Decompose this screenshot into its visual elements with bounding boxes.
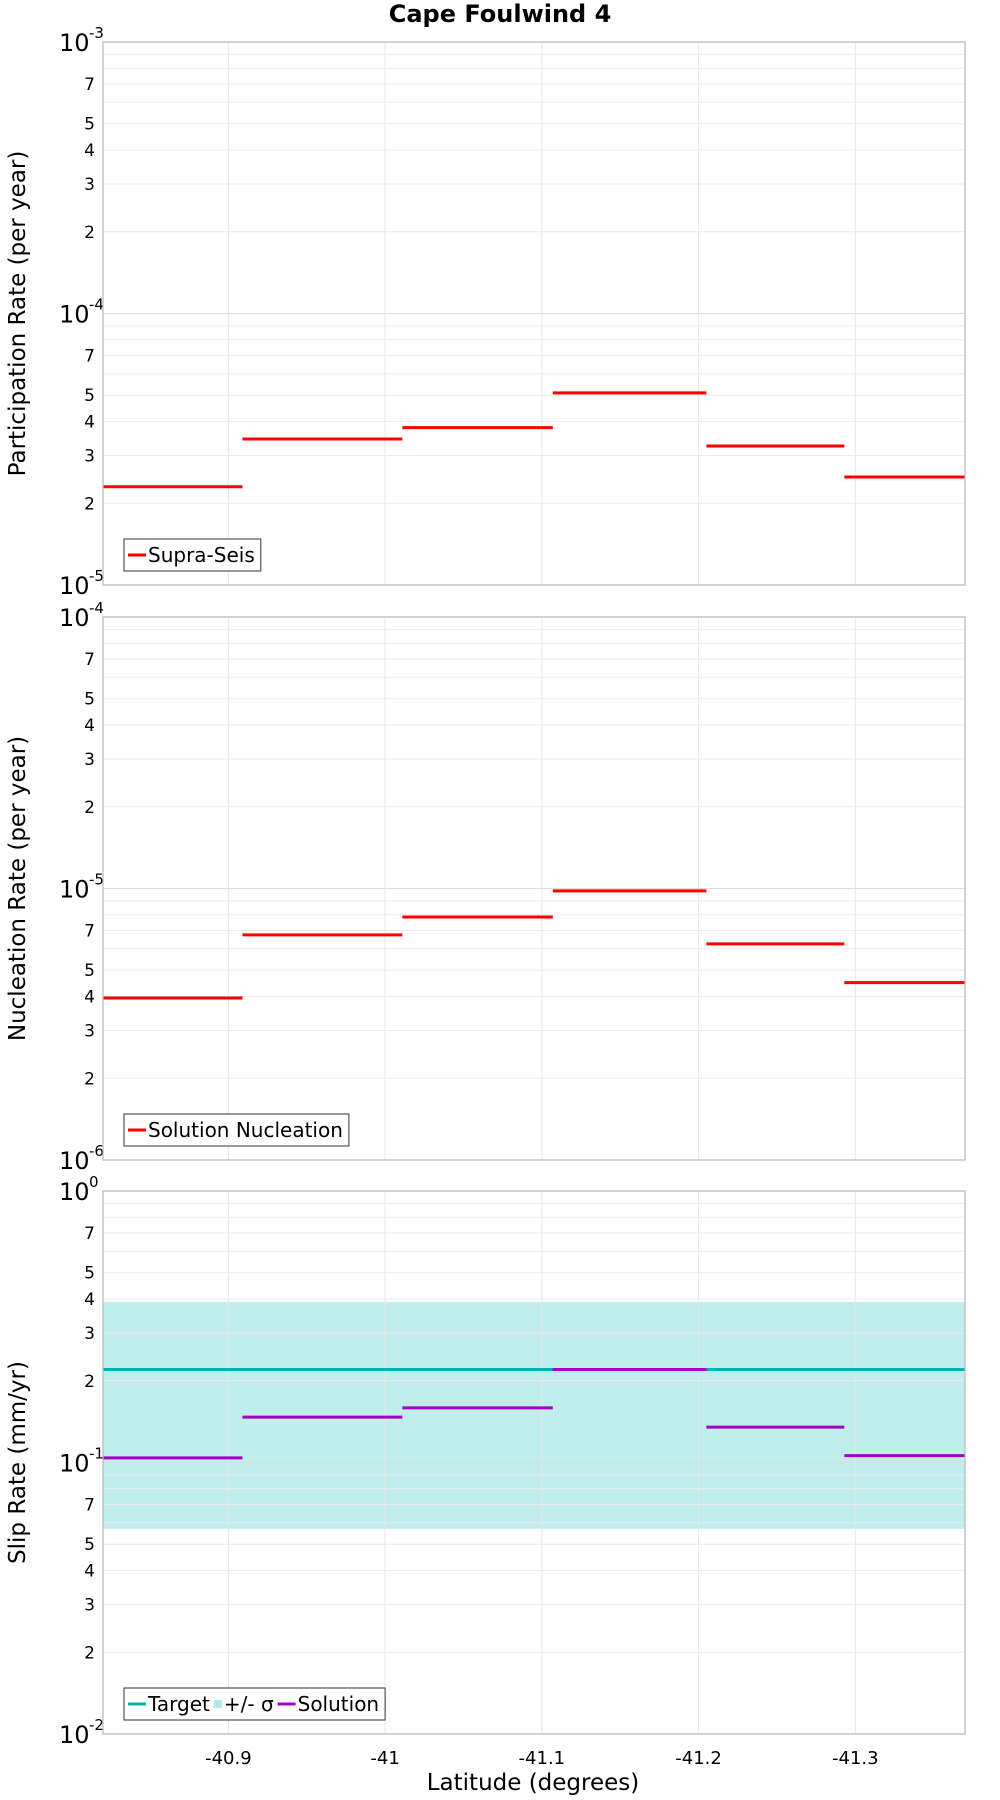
legend-label: Target	[147, 1692, 210, 1716]
y-axis-label: Slip Rate (mm/yr)	[5, 1361, 31, 1564]
x-tick-label: -41.1	[519, 1748, 566, 1769]
y-tick-label-exponent: -2	[89, 1716, 104, 1734]
y-tick-label-major: 10	[59, 604, 90, 632]
y-tick-label-minor: 7	[84, 922, 95, 942]
y-tick-label-minor: 4	[84, 1290, 95, 1310]
y-tick-label-minor: 2	[84, 1643, 95, 1663]
y-tick-label-exponent: -4	[89, 296, 104, 314]
y-tick-label-major: 10	[59, 1721, 90, 1749]
chart-title: Cape Foulwind 4	[389, 0, 612, 28]
plot-border	[102, 1190, 966, 1735]
x-tick-label: -40.9	[205, 1748, 252, 1769]
legend-label: Solution	[298, 1692, 379, 1716]
y-tick-label-exponent: 0	[89, 1173, 99, 1191]
y-tick-label-minor: 7	[84, 1496, 95, 1516]
plot-border	[102, 616, 966, 1161]
legend-label: +/- σ	[224, 1692, 274, 1716]
y-tick-label-minor: 3	[84, 175, 95, 195]
legend-box	[123, 1113, 350, 1147]
y-tick-label-minor: 2	[84, 1372, 95, 1392]
x-axis-label: Latitude (degrees)	[427, 1770, 640, 1796]
y-tick-label-exponent: -5	[89, 567, 104, 585]
y-tick-label-minor: 4	[84, 1562, 95, 1582]
y-tick-label-minor: 3	[84, 1324, 95, 1344]
y-tick-label-major: 10	[59, 1178, 90, 1206]
y-tick-label-major: 10	[59, 572, 90, 600]
y-tick-label-minor: 2	[84, 798, 95, 818]
y-tick-label-exponent: -1	[89, 1445, 104, 1463]
y-tick-label-minor: 4	[84, 716, 95, 736]
x-tick-label: -41	[370, 1748, 399, 1769]
y-tick-label-minor: 5	[84, 115, 95, 135]
y-tick-label-minor: 5	[84, 690, 95, 710]
y-tick-label-minor: 3	[84, 1595, 95, 1615]
y-axis-label: Participation Rate (per year)	[5, 151, 31, 477]
y-tick-label-minor: 7	[84, 650, 95, 670]
y-tick-label-minor: 2	[84, 1069, 95, 1089]
y-tick-label-minor: 3	[84, 750, 95, 770]
y-tick-label-major: 10	[59, 1450, 90, 1478]
y-tick-label-exponent: -3	[89, 24, 104, 42]
legend: Target +/- σ Solution	[123, 1687, 386, 1721]
legend-swatch-band	[213, 1700, 222, 1708]
y-tick-label-major: 10	[59, 876, 90, 904]
y-tick-label-major: 10	[59, 301, 90, 329]
y-tick-label-minor: 4	[84, 413, 95, 433]
y-tick-label-minor: 7	[84, 347, 95, 367]
y-tick-label-major: 10	[59, 1147, 90, 1175]
y-tick-label-exponent: -5	[89, 871, 104, 889]
plot-border	[102, 41, 966, 586]
legend: Supra-Seis	[123, 538, 262, 572]
y-tick-label-minor: 7	[84, 75, 95, 95]
legend-box	[123, 538, 262, 572]
y-tick-label-minor: 3	[84, 1021, 95, 1041]
band-sigma	[103, 1302, 965, 1529]
y-tick-label-minor: 4	[84, 988, 95, 1008]
y-tick-label-minor: 5	[84, 386, 95, 406]
y-tick-label-minor: 5	[84, 1535, 95, 1555]
x-tick-label: -41.2	[675, 1748, 722, 1769]
legend-box	[123, 1687, 386, 1721]
y-tick-label-minor: 2	[84, 223, 95, 243]
y-tick-label-minor: 4	[84, 141, 95, 161]
legend-label: Supra-Seis	[148, 543, 255, 567]
legend: Solution Nucleation	[123, 1113, 350, 1147]
legend-label: Solution Nucleation	[148, 1118, 343, 1142]
y-tick-label-minor: 5	[84, 961, 95, 981]
y-axis-label: Nucleation Rate (per year)	[5, 736, 31, 1041]
y-tick-label-major: 10	[59, 29, 90, 57]
y-tick-label-exponent: -6	[89, 1142, 104, 1160]
y-tick-label-minor: 7	[84, 1224, 95, 1244]
y-tick-label-minor: 5	[84, 1264, 95, 1284]
x-tick-label: -41.3	[832, 1748, 879, 1769]
y-tick-label-minor: 3	[84, 446, 95, 466]
y-tick-label-minor: 2	[84, 494, 95, 514]
y-tick-label-exponent: -4	[89, 599, 104, 617]
